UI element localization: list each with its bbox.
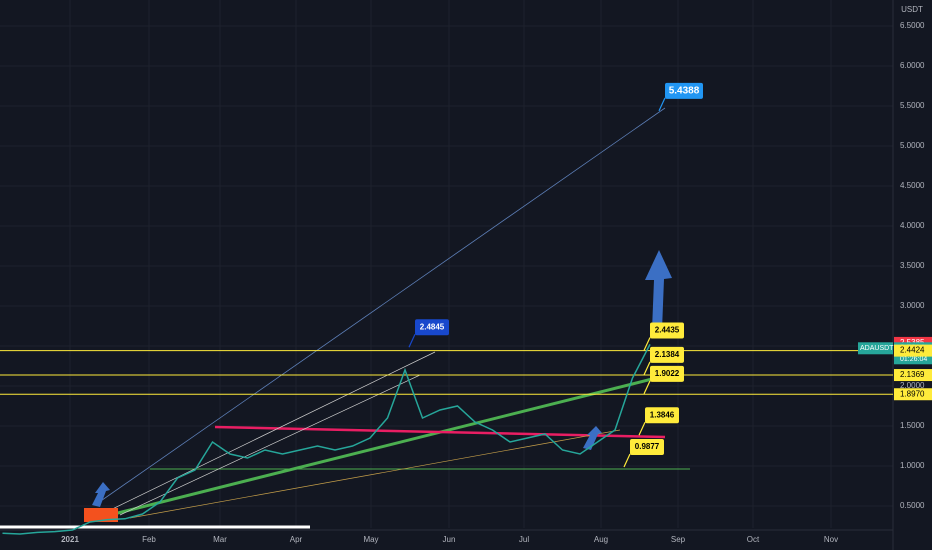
callout-pointer [643,337,651,351]
trend-line [89,375,661,522]
y-tick-label: 4.5000 [900,181,925,190]
callout: 2.1384 [643,346,684,376]
callout-label: 2.4435 [655,326,680,335]
drawings [0,107,690,529]
y-tick-label: 3.0000 [900,301,925,310]
countdown-badge [894,354,932,365]
callout-pointer [643,361,651,376]
callout: 2.4845 [408,319,449,348]
price-badge [894,388,932,401]
price-badge-label: 1.8970 [900,389,925,398]
trend-line [119,374,421,516]
y-tick-label: 3.5000 [900,261,925,270]
y-tick-label: 5.5000 [900,101,925,110]
callout-label: 1.9022 [655,369,680,378]
callout-label: 1.3846 [650,410,675,419]
trend-line [94,107,666,506]
callout-box [650,346,684,363]
trend-line [99,351,436,516]
arrow-icon [92,482,110,507]
unit-label: USDT [901,5,923,14]
price-badge [894,344,932,357]
y-tick-label: 6.0000 [900,61,925,70]
callout: 0.9877 [623,438,664,468]
callout: 1.3846 [638,407,679,436]
y-tick-label: 1.0000 [900,461,925,470]
callout-label: 5.4388 [669,86,700,97]
x-tick-label: Sep [671,535,686,544]
y-tick-label: 2.0000 [900,381,925,390]
callout-pointer [638,421,646,436]
x-tick-label: Jul [519,535,529,544]
x-tick-label: Oct [747,535,760,544]
callout: 5.4388 [658,82,703,112]
callout-label: 2.1384 [655,350,680,359]
callout-label: 2.4845 [420,322,445,331]
symbol-badge [858,342,893,355]
x-tick-label: May [363,535,378,544]
callout-box [650,365,684,382]
y-tick-label: 4.0000 [900,221,925,230]
callout-box [415,319,449,336]
x-tick-label: Mar [213,535,227,544]
callout-pointer [623,453,631,468]
x-tick-label: 2021 [61,535,79,544]
callout-box [630,438,664,455]
y-tick-label: 1.5000 [900,421,925,430]
callout-pointer [658,97,666,112]
callout-pointer [643,380,651,395]
x-tick-label: Jun [443,535,456,544]
symbol-label: ADAUSDT [860,345,894,352]
arrow-icon [583,426,602,450]
x-tick-label: Apr [290,535,303,544]
callout-box [645,407,679,424]
callout-box [650,322,684,339]
x-tick-label: Aug [594,535,608,544]
callout-box [665,82,703,99]
arrow-icon [645,250,672,330]
callout: 1.9022 [643,365,684,395]
y-tick-label: 0.5000 [900,501,925,510]
countdown-label: 01:26:04 [900,356,927,363]
price-badge [894,369,932,382]
trend-line [129,429,621,519]
highlight-box [84,508,118,522]
callout: 2.4435 [643,322,684,351]
x-tick-label: Feb [142,535,156,544]
x-tick-label: Nov [824,535,838,544]
price-badge-label: 2.4424 [900,346,925,355]
price-line-series [2,344,651,535]
y-tick-label: 6.5000 [900,21,925,30]
price-badge-label: 2.1369 [900,370,925,379]
callout-pointer [408,333,416,348]
callout-label: 0.9877 [635,442,660,451]
y-tick-label: 5.0000 [900,141,925,150]
